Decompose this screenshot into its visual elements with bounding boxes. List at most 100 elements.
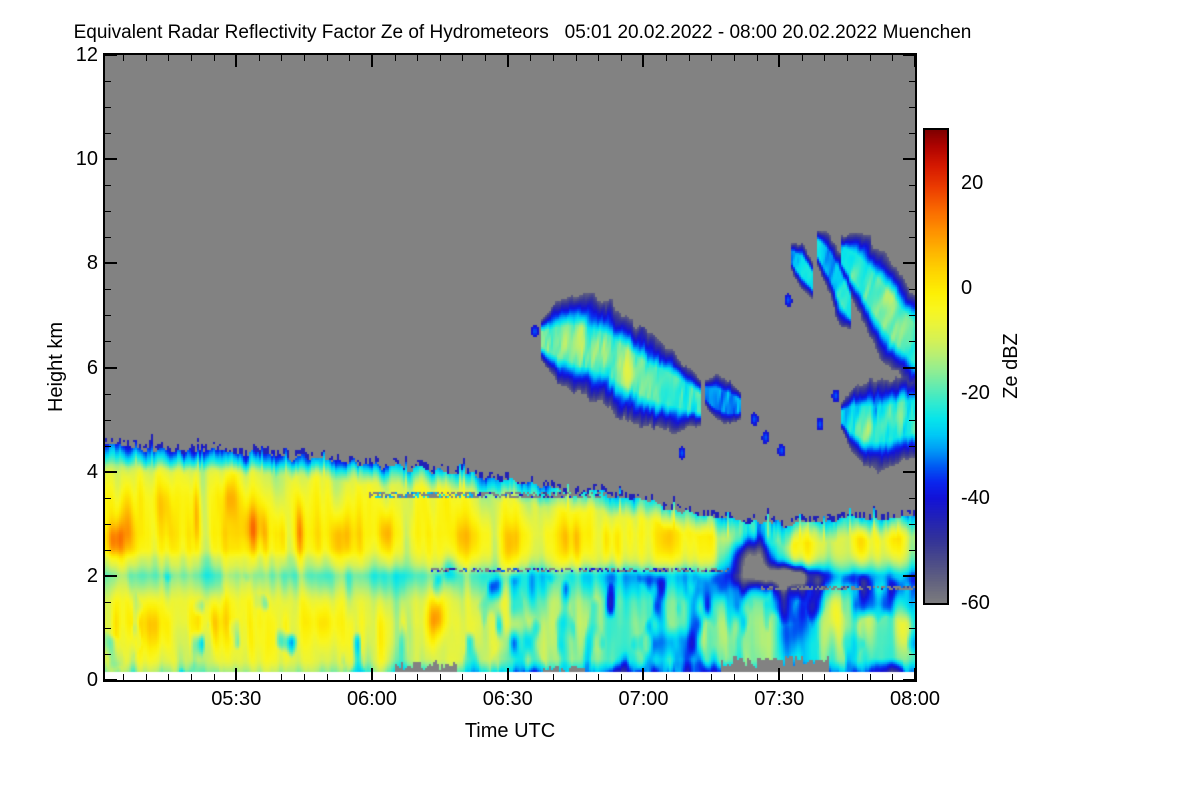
- x-minor-tick: [485, 55, 487, 61]
- x-tick-label: 06:30: [482, 688, 533, 710]
- y-tick-label: 6: [86, 356, 98, 379]
- plot-frame: [103, 53, 917, 682]
- x-minor-tick: [145, 674, 147, 680]
- y-minor-tick: [909, 341, 915, 343]
- colorbar-tick-label: -60: [961, 592, 990, 614]
- x-major-tick: [642, 55, 645, 67]
- x-minor-tick: [485, 674, 487, 680]
- x-minor-tick: [801, 55, 803, 61]
- y-minor-tick: [105, 289, 111, 291]
- x-minor-tick: [598, 55, 600, 61]
- x-major-tick: [642, 668, 645, 680]
- y-tick-label: 4: [86, 460, 98, 483]
- x-minor-tick: [552, 674, 554, 680]
- x-minor-tick: [462, 55, 464, 61]
- y-tick-label: 10: [75, 148, 98, 171]
- x-minor-tick: [575, 55, 577, 61]
- y-minor-tick: [105, 237, 111, 239]
- y-major-tick: [105, 470, 117, 473]
- y-major-tick: [105, 679, 117, 681]
- y-minor-tick: [909, 549, 915, 551]
- x-minor-tick: [756, 674, 758, 680]
- x-minor-tick: [123, 674, 125, 680]
- x-minor-tick: [190, 55, 192, 61]
- x-major-tick: [506, 668, 509, 680]
- x-major-tick: [370, 55, 373, 67]
- y-minor-tick: [909, 185, 915, 187]
- x-minor-tick: [666, 55, 668, 61]
- y-minor-tick: [909, 107, 915, 109]
- colorbar-frame: [923, 128, 949, 605]
- x-minor-tick: [892, 55, 894, 61]
- x-minor-tick: [304, 55, 306, 61]
- x-minor-tick: [620, 55, 622, 61]
- y-major-tick: [105, 574, 117, 577]
- x-minor-tick: [145, 55, 147, 61]
- y-major-tick: [903, 366, 915, 369]
- y-minor-tick: [105, 419, 111, 421]
- x-tick-label: 07:00: [618, 688, 669, 710]
- y-major-tick: [903, 679, 915, 681]
- colorbar-tick-label: 0: [961, 276, 973, 299]
- y-minor-tick: [105, 107, 111, 109]
- y-minor-tick: [105, 523, 111, 525]
- x-tick-label: 08:00: [889, 688, 941, 710]
- y-minor-tick: [909, 445, 915, 447]
- y-minor-tick: [909, 497, 915, 499]
- y-minor-tick: [105, 133, 111, 135]
- x-minor-tick: [123, 55, 125, 61]
- y-minor-tick: [909, 627, 915, 629]
- x-minor-tick: [711, 55, 713, 61]
- y-minor-tick: [909, 289, 915, 291]
- x-major-tick: [914, 668, 916, 680]
- x-minor-tick: [666, 674, 668, 680]
- y-minor-tick: [105, 497, 111, 499]
- x-minor-tick: [394, 674, 396, 680]
- y-major-tick: [903, 54, 915, 56]
- y-major-tick: [105, 158, 117, 161]
- y-minor-tick: [909, 653, 915, 655]
- x-minor-tick: [801, 674, 803, 680]
- y-minor-tick: [105, 211, 111, 213]
- x-minor-tick: [575, 674, 577, 680]
- x-minor-tick: [213, 55, 215, 61]
- x-minor-tick: [869, 55, 871, 61]
- x-minor-tick: [892, 674, 894, 680]
- x-minor-tick: [462, 674, 464, 680]
- y-minor-tick: [909, 315, 915, 317]
- x-tick-label: 05:30: [211, 688, 262, 710]
- x-major-tick: [370, 668, 373, 680]
- y-minor-tick: [909, 419, 915, 421]
- y-minor-tick: [909, 81, 915, 83]
- x-major-tick: [914, 55, 916, 67]
- colorbar-tick-label: -20: [961, 381, 990, 404]
- colorbar-tick-label: -40: [961, 486, 990, 509]
- x-minor-tick: [756, 55, 758, 61]
- y-tick-label: 2: [86, 564, 98, 587]
- x-minor-tick: [213, 674, 215, 680]
- x-minor-tick: [417, 674, 419, 680]
- y-major-tick: [903, 574, 915, 577]
- radar-heatmap-canvas: [105, 55, 915, 680]
- colorbar-gradient-canvas: [925, 130, 947, 603]
- x-minor-tick: [733, 674, 735, 680]
- x-minor-tick: [349, 674, 351, 680]
- x-minor-tick: [258, 674, 260, 680]
- x-major-tick: [506, 55, 509, 67]
- x-minor-tick: [711, 674, 713, 680]
- y-minor-tick: [105, 445, 111, 447]
- y-minor-tick: [105, 653, 111, 655]
- x-minor-tick: [733, 55, 735, 61]
- x-minor-tick: [530, 55, 532, 61]
- x-minor-tick: [326, 674, 328, 680]
- x-minor-tick: [847, 55, 849, 61]
- x-minor-tick: [847, 674, 849, 680]
- x-minor-tick: [281, 674, 283, 680]
- x-minor-tick: [824, 55, 826, 61]
- y-minor-tick: [105, 627, 111, 629]
- y-minor-tick: [909, 133, 915, 135]
- y-minor-tick: [909, 237, 915, 239]
- y-major-tick: [903, 470, 915, 473]
- y-tick-label: 12: [75, 44, 98, 66]
- x-minor-tick: [869, 674, 871, 680]
